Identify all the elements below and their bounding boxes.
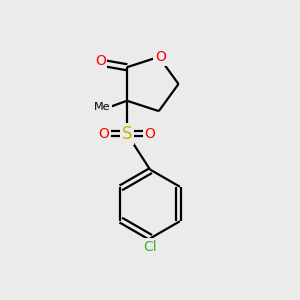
Text: O: O [98,127,109,141]
Text: S: S [122,125,132,143]
Text: O: O [145,127,155,141]
Text: O: O [155,50,166,64]
Text: Me: Me [94,102,110,112]
Text: Cl: Cl [143,240,157,254]
Text: O: O [95,54,106,68]
